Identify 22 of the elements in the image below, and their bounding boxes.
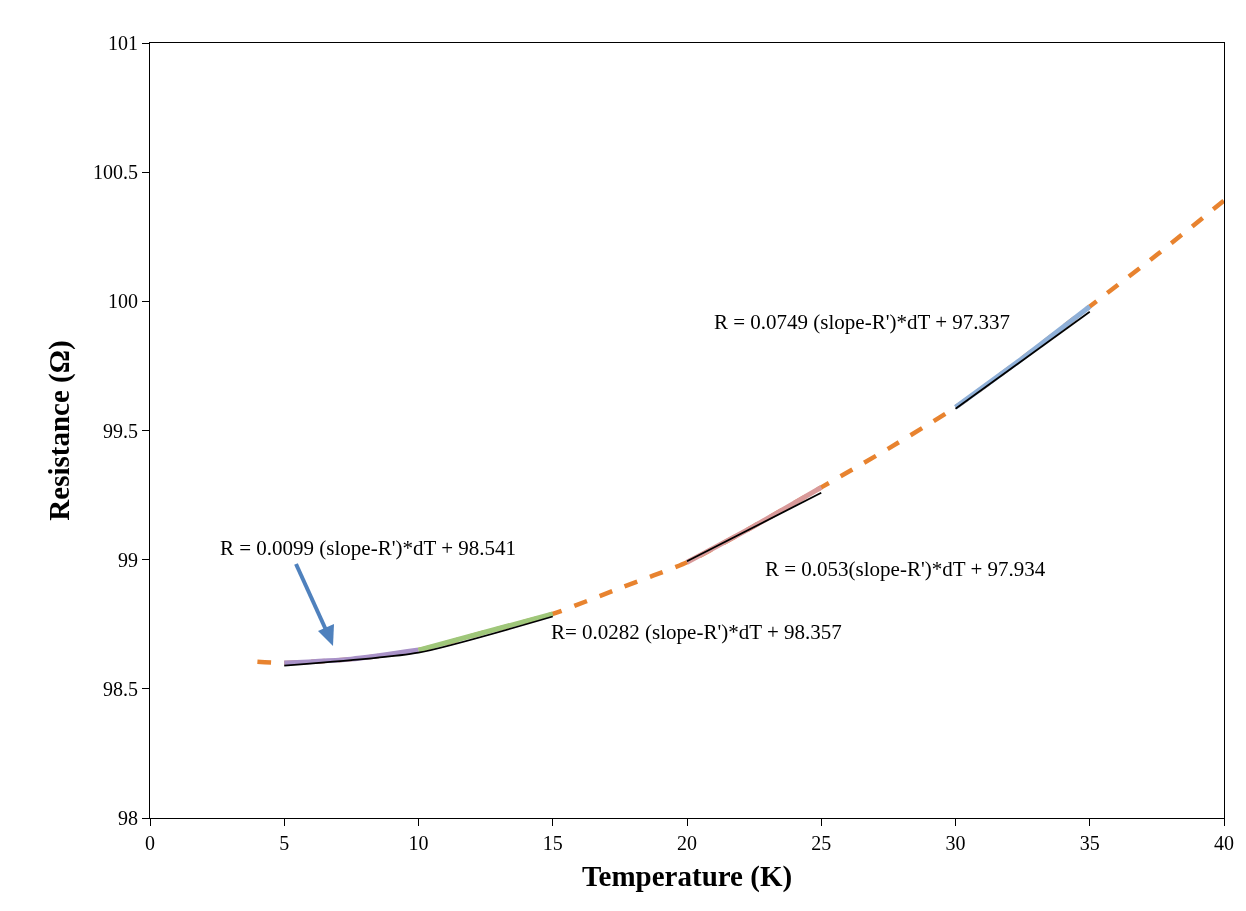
y-tick-label: 101 (107, 32, 138, 54)
y-axis-title: Resistance (Ω) (43, 340, 77, 521)
x-axis-title: Temperature (K) (581, 859, 793, 893)
x-tick-label: 10 (408, 832, 429, 855)
y-tick-label: 100 (107, 290, 138, 313)
y-tick-label: 100.5 (92, 161, 138, 184)
y-tick-label: 98 (117, 807, 138, 829)
x-tick-label: 25 (811, 832, 832, 855)
x-tick-label: 40 (1214, 832, 1234, 855)
annotation: R = 0.0749 (slope-R')*dT + 97.337 (714, 310, 1010, 334)
x-tick-label: 5 (279, 832, 290, 855)
y-tick-label: 99.5 (102, 419, 138, 442)
annotation: R = 0.0099 (slope-R')*dT + 98.541 (220, 536, 516, 560)
y-tick-label: 99 (117, 548, 138, 571)
x-tick-label: 30 (945, 832, 966, 855)
x-tick-label: 15 (542, 832, 563, 855)
x-tick-label: 0 (145, 832, 155, 855)
y-tick-label: 98.5 (102, 677, 138, 700)
annotation: R = 0.053(slope-R')*dT + 97.934 (765, 557, 1046, 581)
x-tick-label: 20 (677, 832, 697, 855)
x-tick-label: 35 (1079, 832, 1100, 855)
annotation: R= 0.0282 (slope-R')*dT + 98.357 (551, 620, 842, 644)
